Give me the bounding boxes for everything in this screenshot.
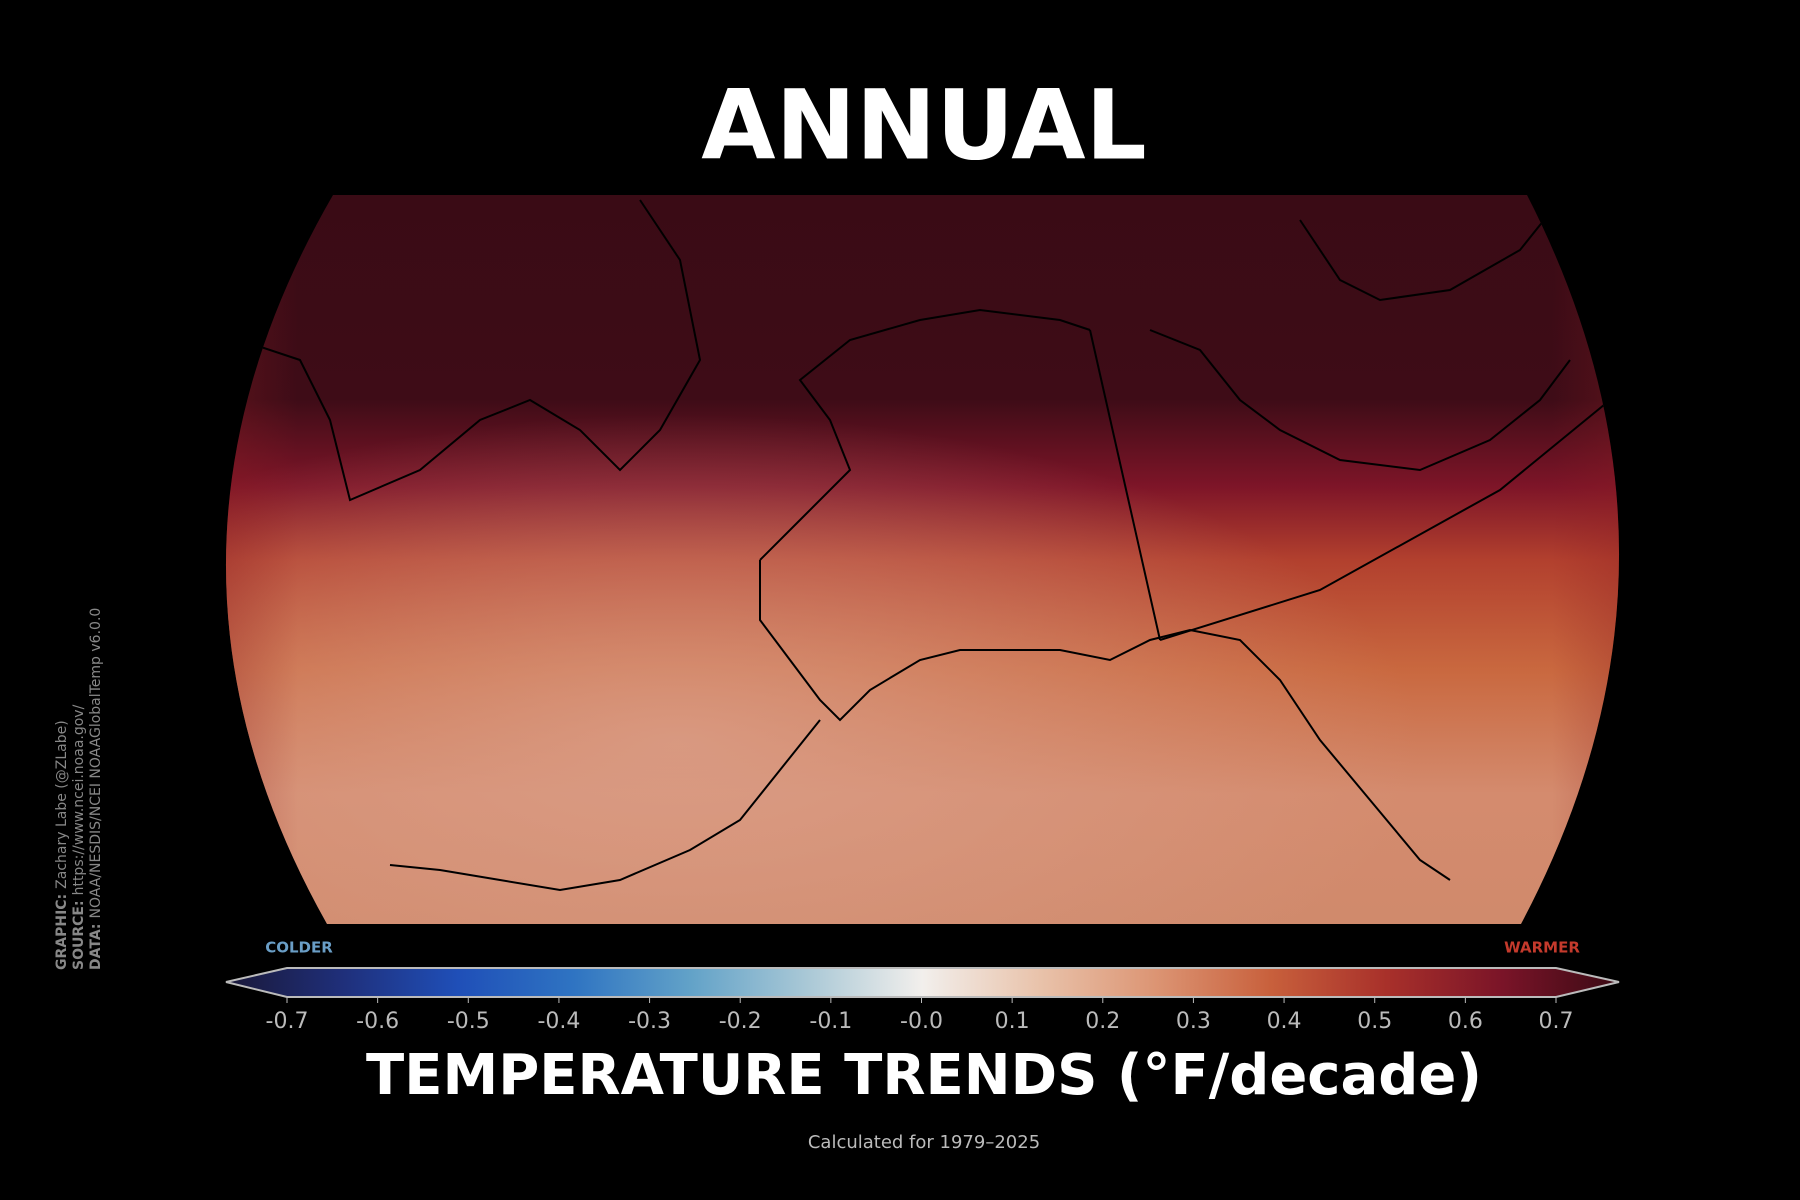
colorbar-tick-label: -0.5 (447, 1009, 490, 1034)
credit-line: DATA: NOAA/NESDIS/NCEI NOAAGlobalTemp v6.… (88, 608, 104, 970)
colorbar-tick-label: -0.2 (719, 1009, 762, 1034)
credit-key: SOURCE: (71, 900, 87, 970)
colorbar-tick-label: 0.1 (995, 1009, 1030, 1034)
credit-key: GRAPHIC: (54, 894, 70, 970)
colorbar-tick-label: -0.1 (809, 1009, 852, 1034)
colorbar-tick-label: -0.3 (628, 1009, 671, 1034)
coastline (759, 560, 1451, 881)
subtitle: Calculated for 1979–2025 (808, 1132, 1040, 1153)
coastline (389, 719, 821, 892)
colorbar-tick-label: 0.5 (1357, 1009, 1392, 1034)
credit-key: DATA: (88, 923, 104, 970)
colorbar-tick-label: 0.3 (1176, 1009, 1211, 1034)
colorbar-tick-label: -0.0 (900, 1009, 943, 1034)
coastline (759, 308, 1091, 561)
colorbar-low-label: COLDER (265, 939, 333, 957)
credit-text: NOAA/NESDIS/NCEI NOAAGlobalTemp v6.0.0 (88, 608, 104, 919)
map (225, 195, 1620, 924)
credit-text: https://www.ncei.noaa.gov/ (71, 704, 87, 895)
colorbar-tick-label: 0.4 (1267, 1009, 1302, 1034)
colorbar-tick-label: -0.6 (356, 1009, 399, 1034)
colorbar-tick-label: 0.2 (1085, 1009, 1120, 1034)
colorbar-label: TEMPERATURE TRENDS (°F/decade) (366, 1043, 1482, 1108)
colorbar-ticks: -0.7 -0.6 -0.5 -0.4 -0.3 -0.2 -0.1 -0.0 0.1 0.2 0.… (266, 997, 1574, 1034)
title: ANNUAL (701, 69, 1146, 181)
coastline (1299, 199, 1561, 302)
colorbar-tick-label: 0.7 (1539, 1009, 1574, 1034)
colorbar (225, 967, 1620, 998)
colorbar-tick-label: 0.6 (1448, 1009, 1483, 1034)
credit-line: GRAPHIC: Zachary Labe (@ZLabe) (54, 720, 70, 970)
border (1159, 399, 1611, 641)
coastline (1149, 329, 1571, 472)
credit-line: SOURCE: https://www.ncei.noaa.gov/ (71, 704, 87, 970)
border (1089, 329, 1161, 641)
credit-text: Zachary Labe (@ZLabe) (54, 720, 70, 889)
colorbar-tick-label: -0.7 (266, 1009, 309, 1034)
coastlines (239, 199, 1611, 892)
credits: GRAPHIC: Zachary Labe (@ZLabe)SOURCE: http… (54, 608, 104, 970)
colorbar-high-label: WARMER (1504, 939, 1580, 957)
colorbar-tick-label: -0.4 (537, 1009, 580, 1034)
map-field (225, 195, 1620, 924)
coastline (239, 199, 702, 502)
